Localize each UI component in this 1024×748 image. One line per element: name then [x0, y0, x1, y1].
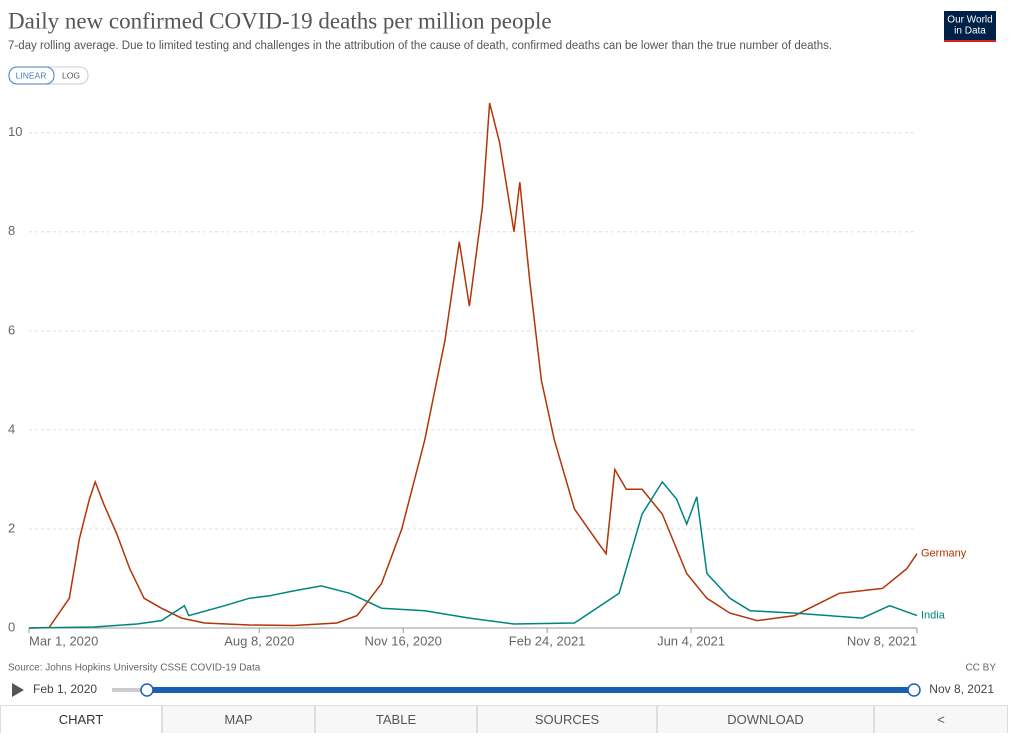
chart-subtitle: 7-day rolling average. Due to limited te… — [8, 40, 832, 52]
x-tick-label: Feb 24, 2021 — [509, 633, 586, 648]
linear-button[interactable] — [8, 66, 55, 85]
tab[interactable]: CHART — [0, 705, 162, 733]
logo[interactable] — [944, 11, 996, 42]
timeline-range — [147, 687, 914, 693]
x-tick-label: Jun 4, 2021 — [657, 633, 725, 648]
series-label: Germany — [921, 548, 967, 560]
share-tab[interactable]: < — [874, 705, 1008, 733]
timeline-start: Feb 1, 2020 — [33, 682, 97, 696]
tab[interactable]: MAP — [162, 705, 315, 733]
tab[interactable]: DOWNLOAD — [657, 705, 874, 733]
chart-title: Daily new confirmed COVID-19 deaths per … — [8, 8, 552, 33]
source: Source: Johns Hopkins University CSSE CO… — [8, 663, 261, 674]
license: CC BY — [965, 663, 996, 674]
timeline-end: Nov 8, 2021 — [929, 682, 994, 696]
x-tick-label: Aug 8, 2020 — [224, 633, 294, 648]
timeline-handle[interactable] — [140, 683, 154, 697]
log-label[interactable]: LOG — [62, 70, 80, 80]
chart: Daily new confirmed COVID-19 deaths per … — [8, 8, 996, 697]
line — [28, 480, 918, 629]
logo-text: Our World — [947, 15, 992, 26]
x-tick-label: Mar 1, 2020 — [29, 633, 98, 648]
line — [28, 102, 918, 629]
linear-label: LINEAR — [16, 70, 47, 80]
logo-stripe — [944, 40, 996, 42]
x-tick-label: Nov 8, 2021 — [847, 633, 917, 648]
y-tick-label: 0 — [8, 619, 15, 634]
tab[interactable]: SOURCES — [477, 705, 657, 733]
y-tick-label: 6 — [8, 322, 15, 337]
y-tick-label: 4 — [8, 421, 15, 436]
y-tick-label: 8 — [8, 223, 15, 238]
y-tick-label: 10 — [8, 124, 22, 139]
series-label: India — [921, 610, 946, 622]
tab[interactable]: TABLE — [315, 705, 477, 733]
y-tick-label: 2 — [8, 520, 15, 535]
play-button[interactable] — [12, 683, 24, 697]
timeline-handle[interactable] — [907, 683, 921, 697]
x-tick-label: Nov 16, 2020 — [365, 633, 442, 648]
logo-text: in Data — [954, 26, 986, 37]
